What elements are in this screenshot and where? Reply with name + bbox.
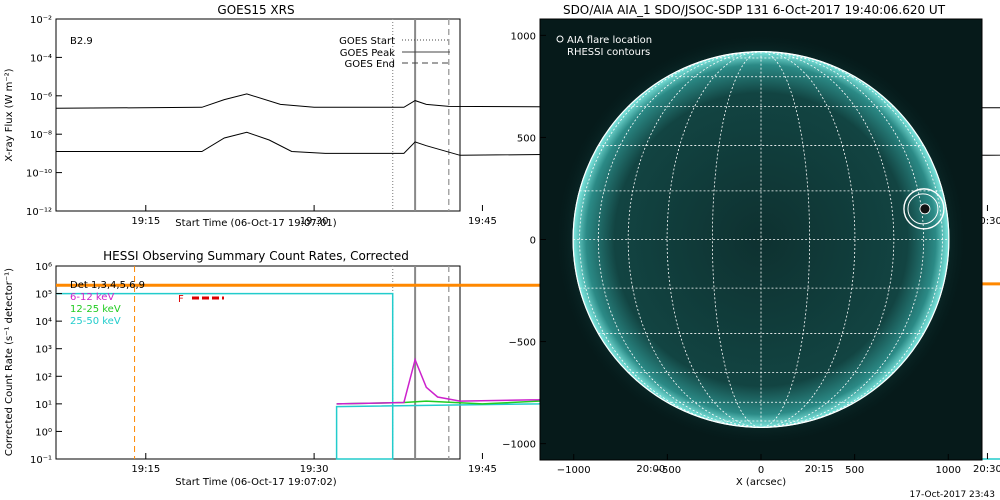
grid-longitude-line	[666, 51, 762, 428]
aia-ytick-label: 1000	[511, 31, 536, 42]
goes-legend: GOES Start GOES Peak GOES End	[339, 36, 450, 70]
rhessi-contour	[903, 188, 945, 230]
hessi-xtick-label: 19:15	[131, 464, 160, 475]
aia-legend-flare: AIA flare location	[567, 35, 652, 46]
hessi-ytick-label: 10⁶	[35, 262, 52, 273]
aia-ytick-label: 500	[517, 133, 536, 144]
grid-limb	[572, 51, 950, 428]
goes-class-annotation: B2.9	[70, 36, 93, 47]
hessi-ytick-label: 10³	[35, 345, 52, 356]
goes-ytick-label: 10⁻⁴	[30, 53, 52, 64]
hessi-legend-25-50: 25-50 keV	[70, 316, 121, 327]
hessi-ytick-label: 10⁵	[35, 290, 52, 301]
aia-legend: AIA flare location RHESSI contours	[556, 35, 652, 58]
hessi-title: HESSI Observing Summary Count Rates, Cor…	[103, 249, 409, 263]
aia-legend-contours: RHESSI contours	[567, 47, 650, 58]
aia-legend-circle-icon	[556, 35, 564, 43]
hessi-xtick-label: 20:15	[805, 464, 834, 475]
hessi-flag-label: F	[178, 294, 184, 305]
hessi-ylabel: Corrected Count Rate (s⁻¹ detector⁻¹)	[4, 268, 15, 456]
grid-longitude-line	[760, 51, 811, 428]
goes-title: GOES15 XRS	[217, 3, 294, 17]
aia-latlon-grid	[572, 51, 950, 428]
hessi-xtick-label: 19:45	[468, 464, 497, 475]
legend-goes-end: GOES End	[345, 59, 395, 70]
grid-longitude-line	[579, 51, 762, 428]
hessi-legend-title: Det 1,3,4,5,6,9	[70, 280, 145, 291]
aia-xtick-label: −1000	[557, 465, 591, 476]
aia-xtick-label: 0	[758, 465, 764, 476]
aia-ytick-label: −1000	[502, 440, 536, 451]
aia-xtick-label: 1000	[936, 465, 961, 476]
goes-ytick-label: 10⁻²	[30, 15, 52, 26]
grid-longitude-line	[627, 51, 762, 428]
grid-longitude-line	[760, 51, 856, 428]
aia-title: SDO/AIA AIA_1 SDO/JSOC-SDP 131 6-Oct-201…	[563, 3, 946, 17]
hessi-legend-6-12: 6-12 keV	[70, 292, 114, 303]
hessi-plot-frame	[55, 265, 461, 460]
grid-longitude-line	[760, 51, 943, 428]
goes-ylabel: X-ray Flux (W m⁻²)	[4, 68, 15, 161]
aia-xlabel: X (arcsec)	[736, 477, 786, 488]
legend-goes-start: GOES Start	[339, 36, 395, 47]
aia-xtick-label: −500	[654, 465, 681, 476]
rhessi-contour	[907, 193, 939, 225]
goes-xlabel: Start Time (06-Oct-17 19:07:01)	[175, 218, 336, 229]
aia-flare-marks	[903, 188, 945, 230]
goes-ytick-label: 10⁻⁶	[30, 92, 52, 103]
goes-ytick-label: 10⁻¹⁰	[26, 169, 52, 180]
hessi-xtick-label: 19:30	[300, 464, 329, 475]
goes-ytick-label: 10⁻¹²	[26, 207, 52, 218]
aia-ytick-label: −500	[509, 338, 536, 349]
goes-ytick-label: 10⁻⁸	[30, 130, 52, 141]
legend-goes-peak: GOES Peak	[340, 48, 395, 59]
aia-flare-location-marker	[919, 203, 931, 215]
hessi-xtick-label: 20:30	[973, 464, 1000, 475]
grid-longitude-line	[711, 51, 762, 428]
goes-xtick-label: 20:30	[973, 216, 1000, 227]
goes-xtick-label: 19:30	[300, 216, 329, 227]
hessi-ytick-label: 10¹	[35, 400, 52, 411]
hessi-ytick-label: 10⁴	[35, 317, 52, 328]
hessi-ytick-label: 10⁻¹	[30, 455, 52, 466]
hessi-ytick-label: 10⁰	[35, 427, 52, 438]
goes-xtick-label: 19:15	[131, 216, 160, 227]
hessi-xlabel: Start Time (06-Oct-17 19:07:02)	[175, 477, 336, 488]
hessi-legend: Det 1,3,4,5,6,9 6-12 keV 12-25 keV 25-50…	[70, 280, 145, 327]
hessi-ytick-label: 10²	[35, 372, 52, 383]
goes-xtick-label: 19:45	[468, 216, 497, 227]
hessi-legend-12-25: 12-25 keV	[70, 304, 121, 315]
aia-ytick-label: 0	[530, 236, 536, 247]
aia-xtick-label: 500	[845, 465, 864, 476]
hessi-panel: HESSI Observing Summary Count Rates, Cor…	[4, 249, 1000, 488]
hessi-xtick-label: 20:00	[636, 464, 665, 475]
goes-plot-frame	[55, 18, 461, 212]
footer-timestamp: 17-Oct-2017 23:43	[910, 490, 995, 500]
grid-longitude-line	[760, 51, 895, 428]
aia-panel: SDO/AIA AIA_1 SDO/JSOC-SDP 131 6-Oct-201…	[502, 3, 983, 488]
